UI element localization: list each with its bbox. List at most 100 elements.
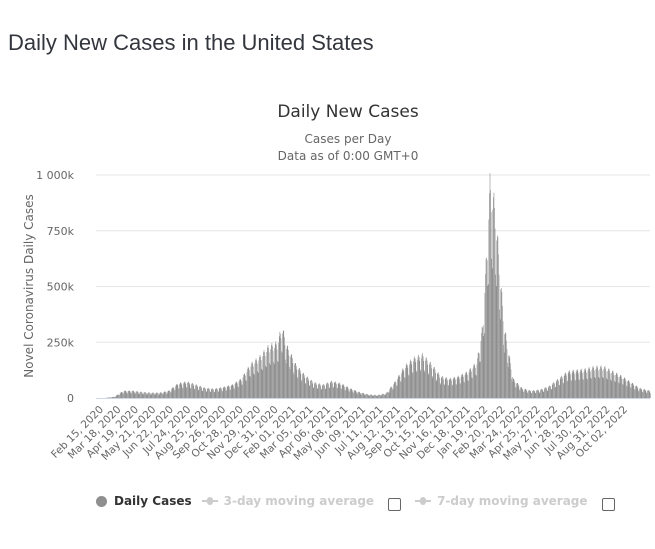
bar (366, 394, 367, 398)
bar (506, 333, 507, 398)
bar (425, 361, 426, 398)
bar (367, 394, 368, 398)
bar (179, 389, 180, 398)
bar (314, 388, 315, 398)
bar (359, 392, 360, 398)
bar (127, 393, 128, 398)
checkbox-3-day-average[interactable] (388, 498, 401, 511)
bar (227, 386, 228, 398)
y-tick-label: 500k (47, 281, 75, 294)
bar (531, 393, 532, 398)
bar (119, 395, 120, 398)
bar (276, 345, 277, 398)
bar (459, 379, 460, 398)
bar (325, 389, 326, 398)
bar (468, 381, 469, 398)
bar (159, 395, 160, 398)
bar (400, 377, 401, 398)
bar (315, 383, 316, 398)
bar (615, 382, 616, 398)
bar (472, 378, 473, 398)
bar (580, 370, 581, 398)
bar (314, 384, 315, 398)
bar (243, 375, 244, 398)
bar (646, 393, 647, 398)
bar (288, 350, 289, 398)
bar (605, 368, 606, 398)
bar (540, 393, 541, 398)
bar (214, 392, 215, 398)
bar (649, 391, 650, 398)
bar (390, 388, 391, 398)
bar (481, 333, 482, 398)
bar (551, 389, 552, 398)
bar (217, 389, 218, 398)
bar (417, 372, 418, 398)
bar (275, 344, 276, 398)
legend-item-3-day-average[interactable]: 3-day moving average (202, 494, 374, 508)
bar (475, 368, 476, 398)
bar (625, 379, 626, 398)
bar (449, 379, 450, 398)
bar (490, 173, 491, 398)
bar (500, 319, 501, 398)
bar (196, 385, 197, 398)
bar (238, 387, 239, 398)
bar (432, 376, 433, 398)
bar (215, 389, 216, 398)
bar (592, 367, 593, 398)
bar (150, 394, 151, 398)
bar (301, 380, 302, 398)
bar (547, 391, 548, 398)
bar (339, 383, 340, 398)
bar (512, 377, 513, 398)
bar (416, 371, 417, 398)
bar (211, 389, 212, 398)
bar (141, 392, 142, 398)
bar (483, 336, 484, 398)
bar (602, 370, 603, 398)
bar (308, 381, 309, 398)
bar (478, 353, 479, 398)
bar (370, 395, 371, 398)
bar (598, 377, 599, 398)
bar (133, 391, 134, 398)
bar (500, 289, 501, 398)
bar (311, 380, 312, 398)
bar (431, 368, 432, 398)
bar (533, 390, 534, 398)
bar (209, 389, 210, 398)
legend-item-7-day-average[interactable]: 7-day moving average (415, 494, 587, 508)
bar (210, 392, 211, 398)
bar (635, 390, 636, 398)
bar (525, 389, 526, 398)
bar (109, 397, 110, 398)
bar (397, 379, 398, 398)
bar (219, 389, 220, 398)
bar (344, 385, 345, 398)
legend-item-daily-cases[interactable]: Daily Cases (96, 494, 192, 508)
bar (247, 369, 248, 398)
bar (216, 388, 217, 398)
bar (597, 368, 598, 398)
bar (550, 386, 551, 398)
bar (272, 346, 273, 398)
bar (346, 387, 347, 398)
bar (384, 394, 385, 398)
bar (638, 388, 639, 398)
bar (472, 378, 473, 398)
bar (170, 392, 171, 398)
bar (293, 363, 294, 398)
bar (524, 392, 525, 398)
bar (259, 357, 260, 398)
checkbox-7-day-average[interactable] (602, 498, 615, 511)
bar (640, 388, 641, 398)
bar (189, 383, 190, 398)
bar (376, 396, 377, 398)
bar (195, 386, 196, 398)
bar (546, 388, 547, 398)
bar (148, 393, 149, 398)
bar (121, 392, 122, 398)
bar (584, 369, 585, 398)
